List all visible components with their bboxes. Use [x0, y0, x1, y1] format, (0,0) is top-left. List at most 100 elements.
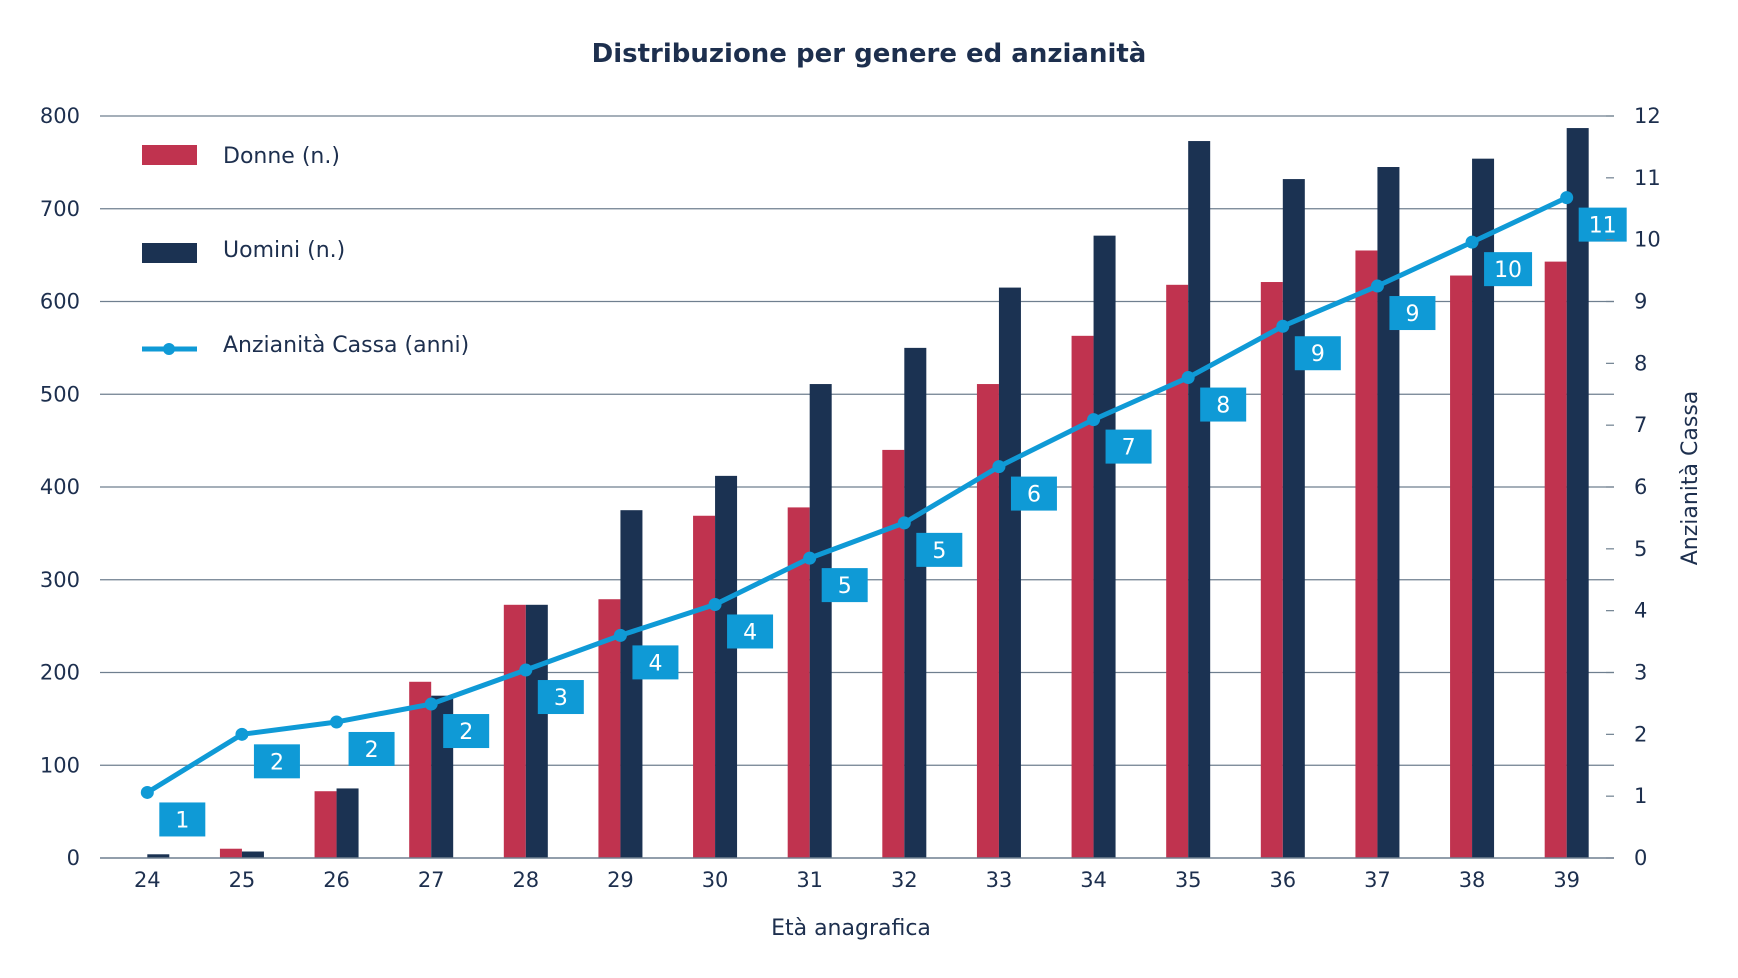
bar-uomini: [1093, 235, 1116, 858]
line-anzianita: [146, 195, 1568, 795]
y2-tick-label: 4: [1634, 599, 1647, 623]
line-point: [1087, 413, 1101, 427]
line-point: [235, 727, 249, 741]
x-tick-label: 37: [1364, 868, 1391, 892]
bar-donne: [314, 791, 337, 858]
bar-uomini: [1282, 179, 1305, 858]
x-tick-label: 27: [418, 868, 445, 892]
bar-uomini: [147, 854, 170, 858]
x-tick-label: 26: [323, 868, 350, 892]
data-label-box: [727, 614, 774, 649]
y2-tick-label: 11: [1634, 166, 1661, 190]
y2-tick-label: 6: [1634, 475, 1647, 499]
x-tick-label: 30: [702, 868, 729, 892]
bar-donne: [219, 848, 242, 858]
line-point: [519, 663, 533, 677]
bar-uomini: [1188, 141, 1211, 859]
x-tick-label: 33: [986, 868, 1013, 892]
line-point: [803, 551, 817, 565]
bar-donne: [1544, 261, 1567, 858]
data-label-box: [1294, 336, 1341, 371]
data-labels: 1 2 2 2 3 4 4 5 5 6 7 8 9 9 10 11: [159, 207, 1627, 837]
line-point: [897, 516, 911, 530]
data-label-box: [1389, 296, 1436, 331]
x-tick-label: 32: [891, 868, 918, 892]
bar-donne: [976, 384, 999, 858]
data-label-box: [253, 744, 300, 779]
y2-tick-label: 7: [1634, 413, 1647, 437]
y2-tick-label: 8: [1634, 351, 1647, 375]
line-point: [140, 785, 154, 799]
bar-donne: [787, 507, 810, 858]
line-point: [1560, 191, 1574, 205]
x-tick-label: 39: [1553, 868, 1580, 892]
data-label-box: [1484, 252, 1533, 287]
bar-uomini: [1566, 128, 1589, 858]
line-point: [424, 697, 438, 711]
data-label-box: [1010, 476, 1057, 511]
data-label-box: [1578, 207, 1627, 242]
data-label-box: [1200, 387, 1247, 422]
y2-tick-label: 3: [1634, 661, 1647, 685]
x-axis-title: Età anagrafica: [771, 916, 931, 941]
y2-tick-label: 0: [1634, 846, 1647, 870]
data-label-box: [1105, 429, 1152, 464]
y-tick-label: 700: [40, 197, 80, 221]
bar-uomini: [809, 384, 832, 858]
x-tick-label: 24: [134, 868, 161, 892]
line-point: [708, 597, 722, 611]
bar-uomini: [620, 510, 643, 858]
x-tick-label: 34: [1080, 868, 1107, 892]
line-point: [1276, 319, 1290, 333]
y-tick-label: 300: [40, 568, 80, 592]
bar-donne: [1450, 275, 1473, 858]
x-tick-label: 25: [229, 868, 256, 892]
y-tick-label: 0: [67, 846, 80, 870]
bar-uomini: [904, 347, 927, 858]
y2-tick-label: 12: [1634, 104, 1661, 128]
bar-uomini: [336, 788, 359, 858]
legend-label-anzianita: Anzianità Cassa (anni): [223, 333, 469, 358]
data-label-box: [821, 568, 868, 603]
x-tick-label: 35: [1175, 868, 1202, 892]
bar-uomini: [1377, 167, 1400, 858]
data-label-box: [159, 802, 206, 837]
y2-tick-label: 5: [1634, 537, 1647, 561]
data-label: 5: [838, 574, 852, 599]
data-label: 11: [1589, 214, 1617, 239]
data-label: 10: [1494, 258, 1522, 283]
bar-uomini: [1472, 158, 1495, 859]
y-tick-label: 600: [40, 290, 80, 314]
data-label: 6: [1027, 483, 1041, 508]
data-label: 2: [459, 720, 473, 745]
y-tick-label: 500: [40, 382, 80, 406]
line-point: [992, 460, 1006, 474]
bar-donne: [693, 515, 716, 858]
x-tick-label: 38: [1459, 868, 1486, 892]
data-label: 8: [1216, 394, 1230, 419]
data-label-box: [348, 731, 395, 766]
bar-donne: [503, 604, 526, 858]
line-point: [1465, 235, 1479, 249]
bar-donne: [1260, 282, 1283, 859]
x-tick-label: 28: [512, 868, 539, 892]
legend-label-uomini: Uomini (n.): [223, 238, 345, 263]
data-label: 7: [1122, 436, 1136, 461]
line-point: [330, 715, 344, 729]
y-tick-label: 200: [40, 661, 80, 685]
data-label: 9: [1405, 302, 1419, 327]
y2-tick-label: 9: [1634, 290, 1647, 314]
y-tick-label: 400: [40, 475, 80, 499]
legend: Donne (n.) Uomini (n.) Anzianità Cassa (…: [142, 144, 469, 358]
data-label: 2: [365, 738, 379, 763]
chart-title: Distribuzione per genere ed anzianità: [592, 39, 1147, 69]
line-point: [1181, 371, 1195, 385]
legend-swatch-donne: [142, 145, 197, 165]
data-label: 1: [175, 808, 189, 833]
bar-donne: [1355, 250, 1378, 859]
y2-tick-label: 2: [1634, 722, 1647, 746]
bar-uomini: [715, 475, 738, 858]
data-label: 3: [554, 686, 568, 711]
data-label: 9: [1311, 342, 1325, 367]
